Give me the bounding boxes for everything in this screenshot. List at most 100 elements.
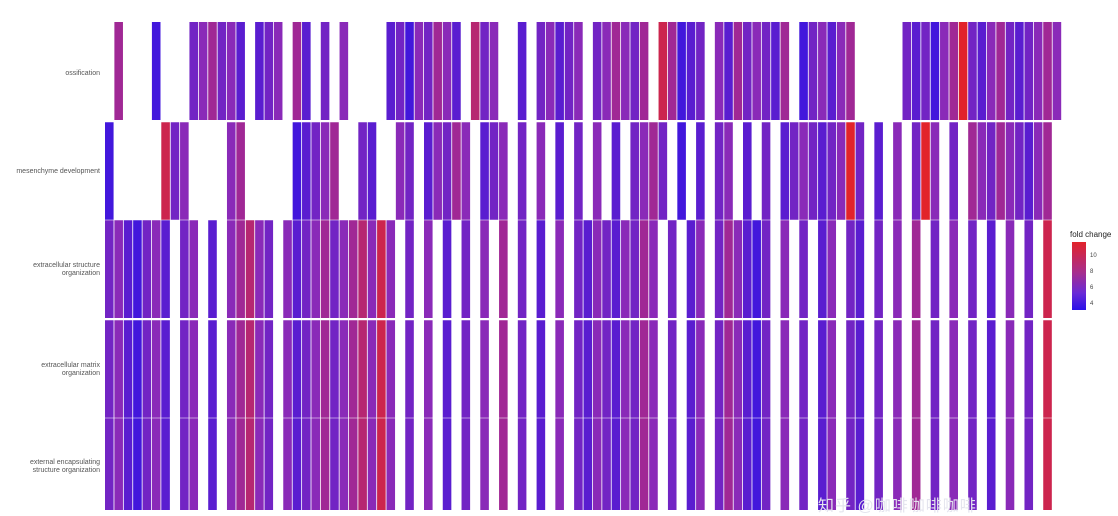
heatmap-cell — [414, 22, 424, 120]
row-label-1: mesenchyme development — [0, 168, 100, 176]
heatmap-cell — [180, 122, 189, 220]
heatmap-cell — [761, 122, 771, 220]
heatmap-cell — [827, 22, 837, 120]
legend: fold change 10 8 6 4 — [1070, 230, 1118, 310]
legend-tick-6: 6 — [1090, 285, 1094, 291]
heatmap-cell — [105, 220, 114, 318]
heatmap-cell — [780, 122, 790, 220]
heatmap-cell — [208, 320, 217, 418]
heatmap-cell — [114, 418, 123, 510]
heatmap-cell — [208, 418, 217, 510]
heatmap-cell — [489, 122, 499, 220]
heatmap-cell — [752, 320, 761, 418]
heatmap-cell — [818, 418, 827, 510]
heatmap-cell — [151, 220, 161, 318]
heatmap-cell — [170, 122, 180, 220]
heatmap-cell — [283, 320, 292, 418]
heatmap-cell — [377, 320, 386, 418]
legend-tick-8: 8 — [1090, 269, 1094, 275]
heatmap-cell — [461, 122, 471, 220]
heatmap-cell — [752, 22, 761, 120]
heatmap-cell — [555, 122, 564, 220]
heatmap-cell — [424, 320, 433, 418]
heatmap-cell — [424, 22, 433, 120]
heatmap-cell — [1005, 22, 1015, 120]
heatmap-cell — [996, 122, 1005, 220]
heatmap-cell — [226, 418, 236, 510]
heatmap-cell — [358, 122, 367, 220]
heatmap-cell — [846, 122, 855, 220]
heatmap-cell — [555, 22, 564, 120]
heatmap-cell — [818, 320, 827, 418]
heatmap-cell — [855, 220, 865, 318]
heatmap-cell — [621, 22, 630, 120]
heatmap-cell — [799, 22, 808, 120]
heatmap-cell — [649, 220, 658, 318]
heatmap-cell — [827, 418, 837, 510]
heatmap-cell — [545, 22, 555, 120]
heatmap-cell — [189, 320, 199, 418]
heatmap-cell — [283, 220, 292, 318]
heatmap-cell — [808, 122, 818, 220]
heatmap-cell — [592, 22, 602, 120]
heatmap-cell — [714, 418, 724, 510]
heatmap-cell — [968, 320, 977, 418]
heatmap-cell — [639, 320, 649, 418]
heatmap-cell — [292, 220, 302, 318]
heatmap-cell — [639, 418, 649, 510]
heatmap-cell — [105, 320, 114, 418]
heatmap-cell — [836, 122, 846, 220]
heatmap-cell — [292, 418, 302, 510]
heatmap-cell — [649, 122, 658, 220]
heatmap-cell — [452, 122, 461, 220]
heatmap-cell — [743, 418, 752, 510]
heatmap-cell — [320, 220, 330, 318]
heatmap-cell — [180, 220, 189, 318]
heatmap-cell — [442, 418, 452, 510]
heatmap-cell — [911, 22, 921, 120]
heatmap-cell — [461, 418, 471, 510]
heatmap-cell — [639, 22, 649, 120]
heatmap-cell — [1033, 22, 1043, 120]
row-label-0-line-0: ossification — [65, 70, 100, 77]
heatmap-cell — [630, 320, 639, 418]
heatmap-cell — [1033, 122, 1043, 220]
heatmap-cell — [133, 220, 142, 318]
heatmap-cell — [480, 122, 489, 220]
heatmap-cell — [236, 220, 245, 318]
heatmap-cell — [226, 22, 236, 120]
heatmap-cell — [480, 22, 489, 120]
heatmap-cell — [1024, 122, 1034, 220]
heatmap-cell — [893, 418, 902, 510]
heatmap-cell — [949, 220, 958, 318]
heatmap-cell — [555, 320, 564, 418]
heatmap-cell — [724, 122, 733, 220]
heatmap-cell — [874, 418, 883, 510]
heatmap-cell — [442, 220, 452, 318]
heatmap-cell — [574, 220, 583, 318]
heatmap-cell — [161, 220, 170, 318]
heatmap-cell — [198, 22, 208, 120]
heatmap-cell — [930, 220, 940, 318]
heatmap-cell — [151, 320, 161, 418]
heatmap-cell — [1024, 220, 1034, 318]
heatmap-cell — [367, 122, 377, 220]
heatmap-cell — [442, 22, 452, 120]
heatmap-cell — [330, 122, 339, 220]
heatmap-cell — [592, 122, 602, 220]
heatmap-cell — [686, 418, 696, 510]
heatmap-cell — [911, 220, 921, 318]
heatmap-cell — [536, 220, 546, 318]
heatmap-cell — [696, 320, 705, 418]
heatmap-cell — [123, 220, 133, 318]
heatmap-cell — [226, 220, 236, 318]
heatmap-cell — [1005, 320, 1015, 418]
heatmap-cell — [395, 22, 405, 120]
heatmap-cell — [696, 418, 705, 510]
heatmap-cell — [602, 320, 611, 418]
heatmap-cell — [921, 22, 930, 120]
heatmap-cell — [714, 122, 724, 220]
heatmap-cell — [320, 22, 330, 120]
heatmap-cell — [902, 22, 912, 120]
